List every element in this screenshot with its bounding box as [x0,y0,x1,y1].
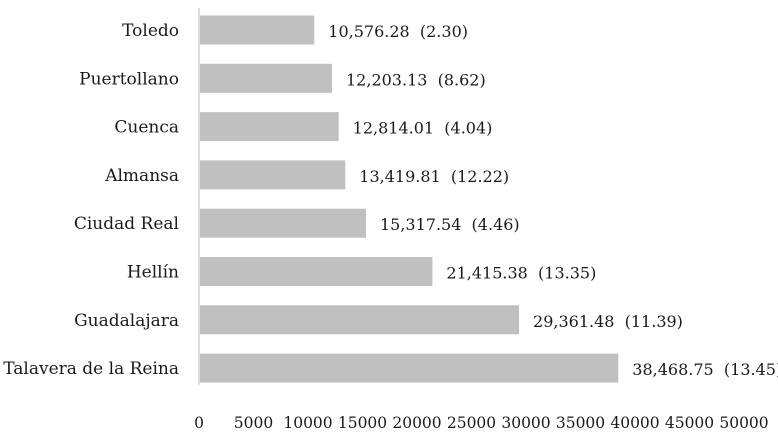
x-tick-label: 0 [194,414,204,432]
bar [200,160,346,190]
category-label: Guadalajara [74,311,179,331]
category-label: Puertollano [79,69,179,89]
bar [200,257,433,286]
data-label: 38,468.75 (13.45) [632,360,778,379]
x-tick-label: 25000 [447,414,496,432]
x-tick-label: 5000 [234,414,273,432]
x-tick-label: 45000 [665,414,714,432]
bar [200,112,339,142]
category-label: Hellín [127,263,179,283]
data-label: 12,203.13 (8.62) [346,70,486,89]
bar [200,63,333,93]
data-label: 12,814.01 (4.04) [353,119,493,138]
category-label: Talavera de la Reina [3,359,179,379]
x-tick-label: 10000 [283,414,332,432]
data-label: 13,419.81 (12.22) [359,167,509,186]
category-label: Toledo [122,21,179,41]
data-labels-group: 10,576.28 (2.30) 12,203.13 (8.62) 12,814.0… [328,22,778,379]
data-label: 15,317.54 (4.46) [380,215,520,234]
x-tick-label: 50000 [719,414,768,432]
data-label: 10,576.28 (2.30) [328,22,468,41]
bar [200,305,520,335]
x-tick-label: 35000 [556,414,605,432]
x-tick-label: 40000 [610,414,659,432]
x-tick-labels-group: 0 5000 10000 15000 20000 25000 30000 35000 40000… [194,414,769,432]
bar [200,353,619,383]
category-labels-group: Toledo Puertollano Cuenca Almansa Ciudad Rea… [3,21,179,379]
x-tick-label: 20000 [392,414,441,432]
category-label: Almansa [104,166,179,186]
data-label: 29,361.48 (11.39) [533,312,683,331]
category-label: Cuenca [114,118,179,138]
category-label: Ciudad Real [74,214,179,234]
bars-group [200,15,619,383]
x-tick-label: 30000 [501,414,550,432]
data-label: 21,415.38 (13.35) [446,264,596,283]
bar [200,15,315,45]
bar [200,208,366,238]
x-tick-label: 15000 [338,414,387,432]
